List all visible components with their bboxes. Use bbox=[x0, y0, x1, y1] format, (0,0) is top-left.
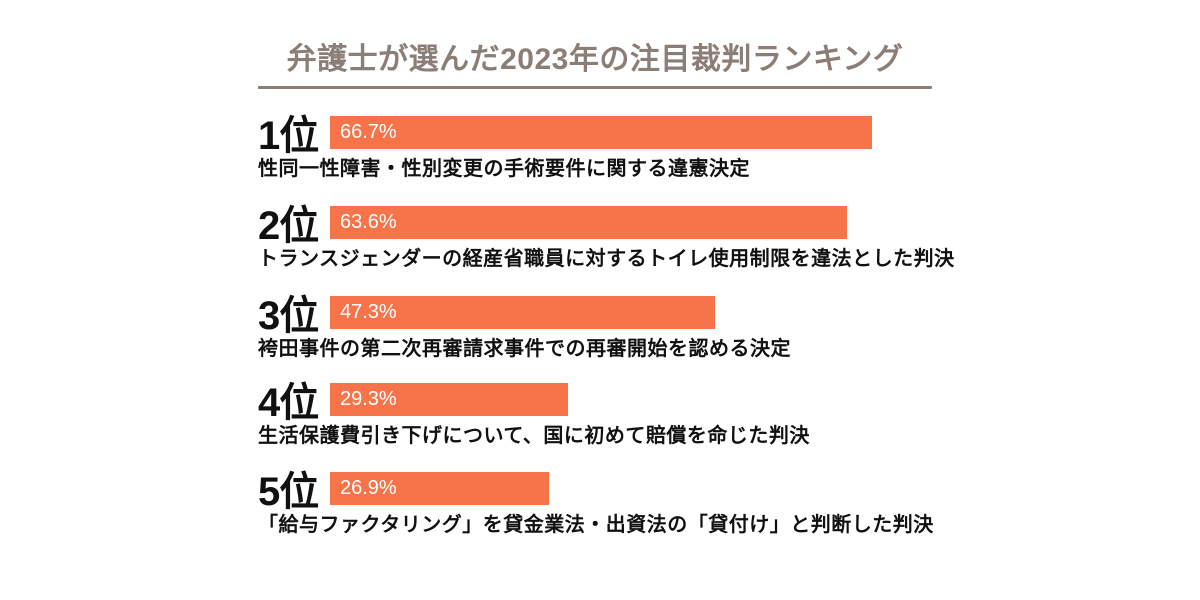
rank-label: 2位 bbox=[258, 204, 319, 248]
bar-value-label: 66.7% bbox=[340, 120, 397, 143]
bar-line: 5位 26.9% bbox=[258, 464, 1158, 514]
case-description: 「給与ファクタリング」を貸金業法・出資法の「貸付け」と判断した判決 bbox=[258, 514, 934, 536]
case-description: トランスジェンダーの経産省職員に対するトイレ使用制限を違法とした判決 bbox=[258, 248, 955, 270]
title-block: 弁護士が選んだ2023年の注目裁判ランキング bbox=[258, 42, 932, 89]
percentage-bar: 26.9% bbox=[330, 471, 549, 505]
rank-label: 5位 bbox=[258, 470, 319, 514]
title-divider bbox=[258, 86, 932, 89]
case-description: 袴田事件の第二次再審請求事件での再審開始を認める決定 bbox=[258, 338, 791, 360]
bar-value-label: 29.3% bbox=[340, 387, 397, 410]
percentage-bar: 47.3% bbox=[330, 295, 715, 329]
bar-value-label: 26.9% bbox=[340, 476, 397, 499]
ranking-row: 3位 47.3% 袴田事件の第二次再審請求事件での再審開始を認める決定 bbox=[258, 288, 1158, 362]
percentage-bar: 29.3% bbox=[330, 382, 568, 416]
bar-value-label: 63.6% bbox=[340, 210, 397, 233]
ranking-row: 1位 66.7% 性同一性障害・性別変更の手術要件に関する違憲決定 bbox=[258, 108, 1158, 182]
ranking-row: 2位 63.6% トランスジェンダーの経産省職員に対するトイレ使用制限を違法とし… bbox=[258, 198, 1158, 272]
rank-label: 4位 bbox=[258, 381, 319, 425]
rank-label: 1位 bbox=[258, 114, 319, 158]
case-description: 性同一性障害・性別変更の手術要件に関する違憲決定 bbox=[258, 158, 750, 180]
bar-line: 2位 63.6% bbox=[258, 198, 1158, 248]
percentage-bar: 66.7% bbox=[330, 115, 872, 149]
chart-title: 弁護士が選んだ2023年の注目裁判ランキング bbox=[286, 43, 904, 76]
percentage-bar: 63.6% bbox=[330, 205, 847, 239]
ranking-row: 4位 29.3% 生活保護費引き下げについて、国に初めて賠償を命じた判決 bbox=[258, 375, 1158, 449]
ranking-row: 5位 26.9% 「給与ファクタリング」を貸金業法・出資法の「貸付け」と判断した… bbox=[258, 464, 1158, 538]
bar-line: 1位 66.7% bbox=[258, 108, 1158, 158]
bar-line: 4位 29.3% bbox=[258, 375, 1158, 425]
bar-value-label: 47.3% bbox=[340, 300, 397, 323]
bar-line: 3位 47.3% bbox=[258, 288, 1158, 338]
case-description: 生活保護費引き下げについて、国に初めて賠償を命じた判決 bbox=[258, 425, 810, 447]
rank-label: 3位 bbox=[258, 294, 319, 338]
